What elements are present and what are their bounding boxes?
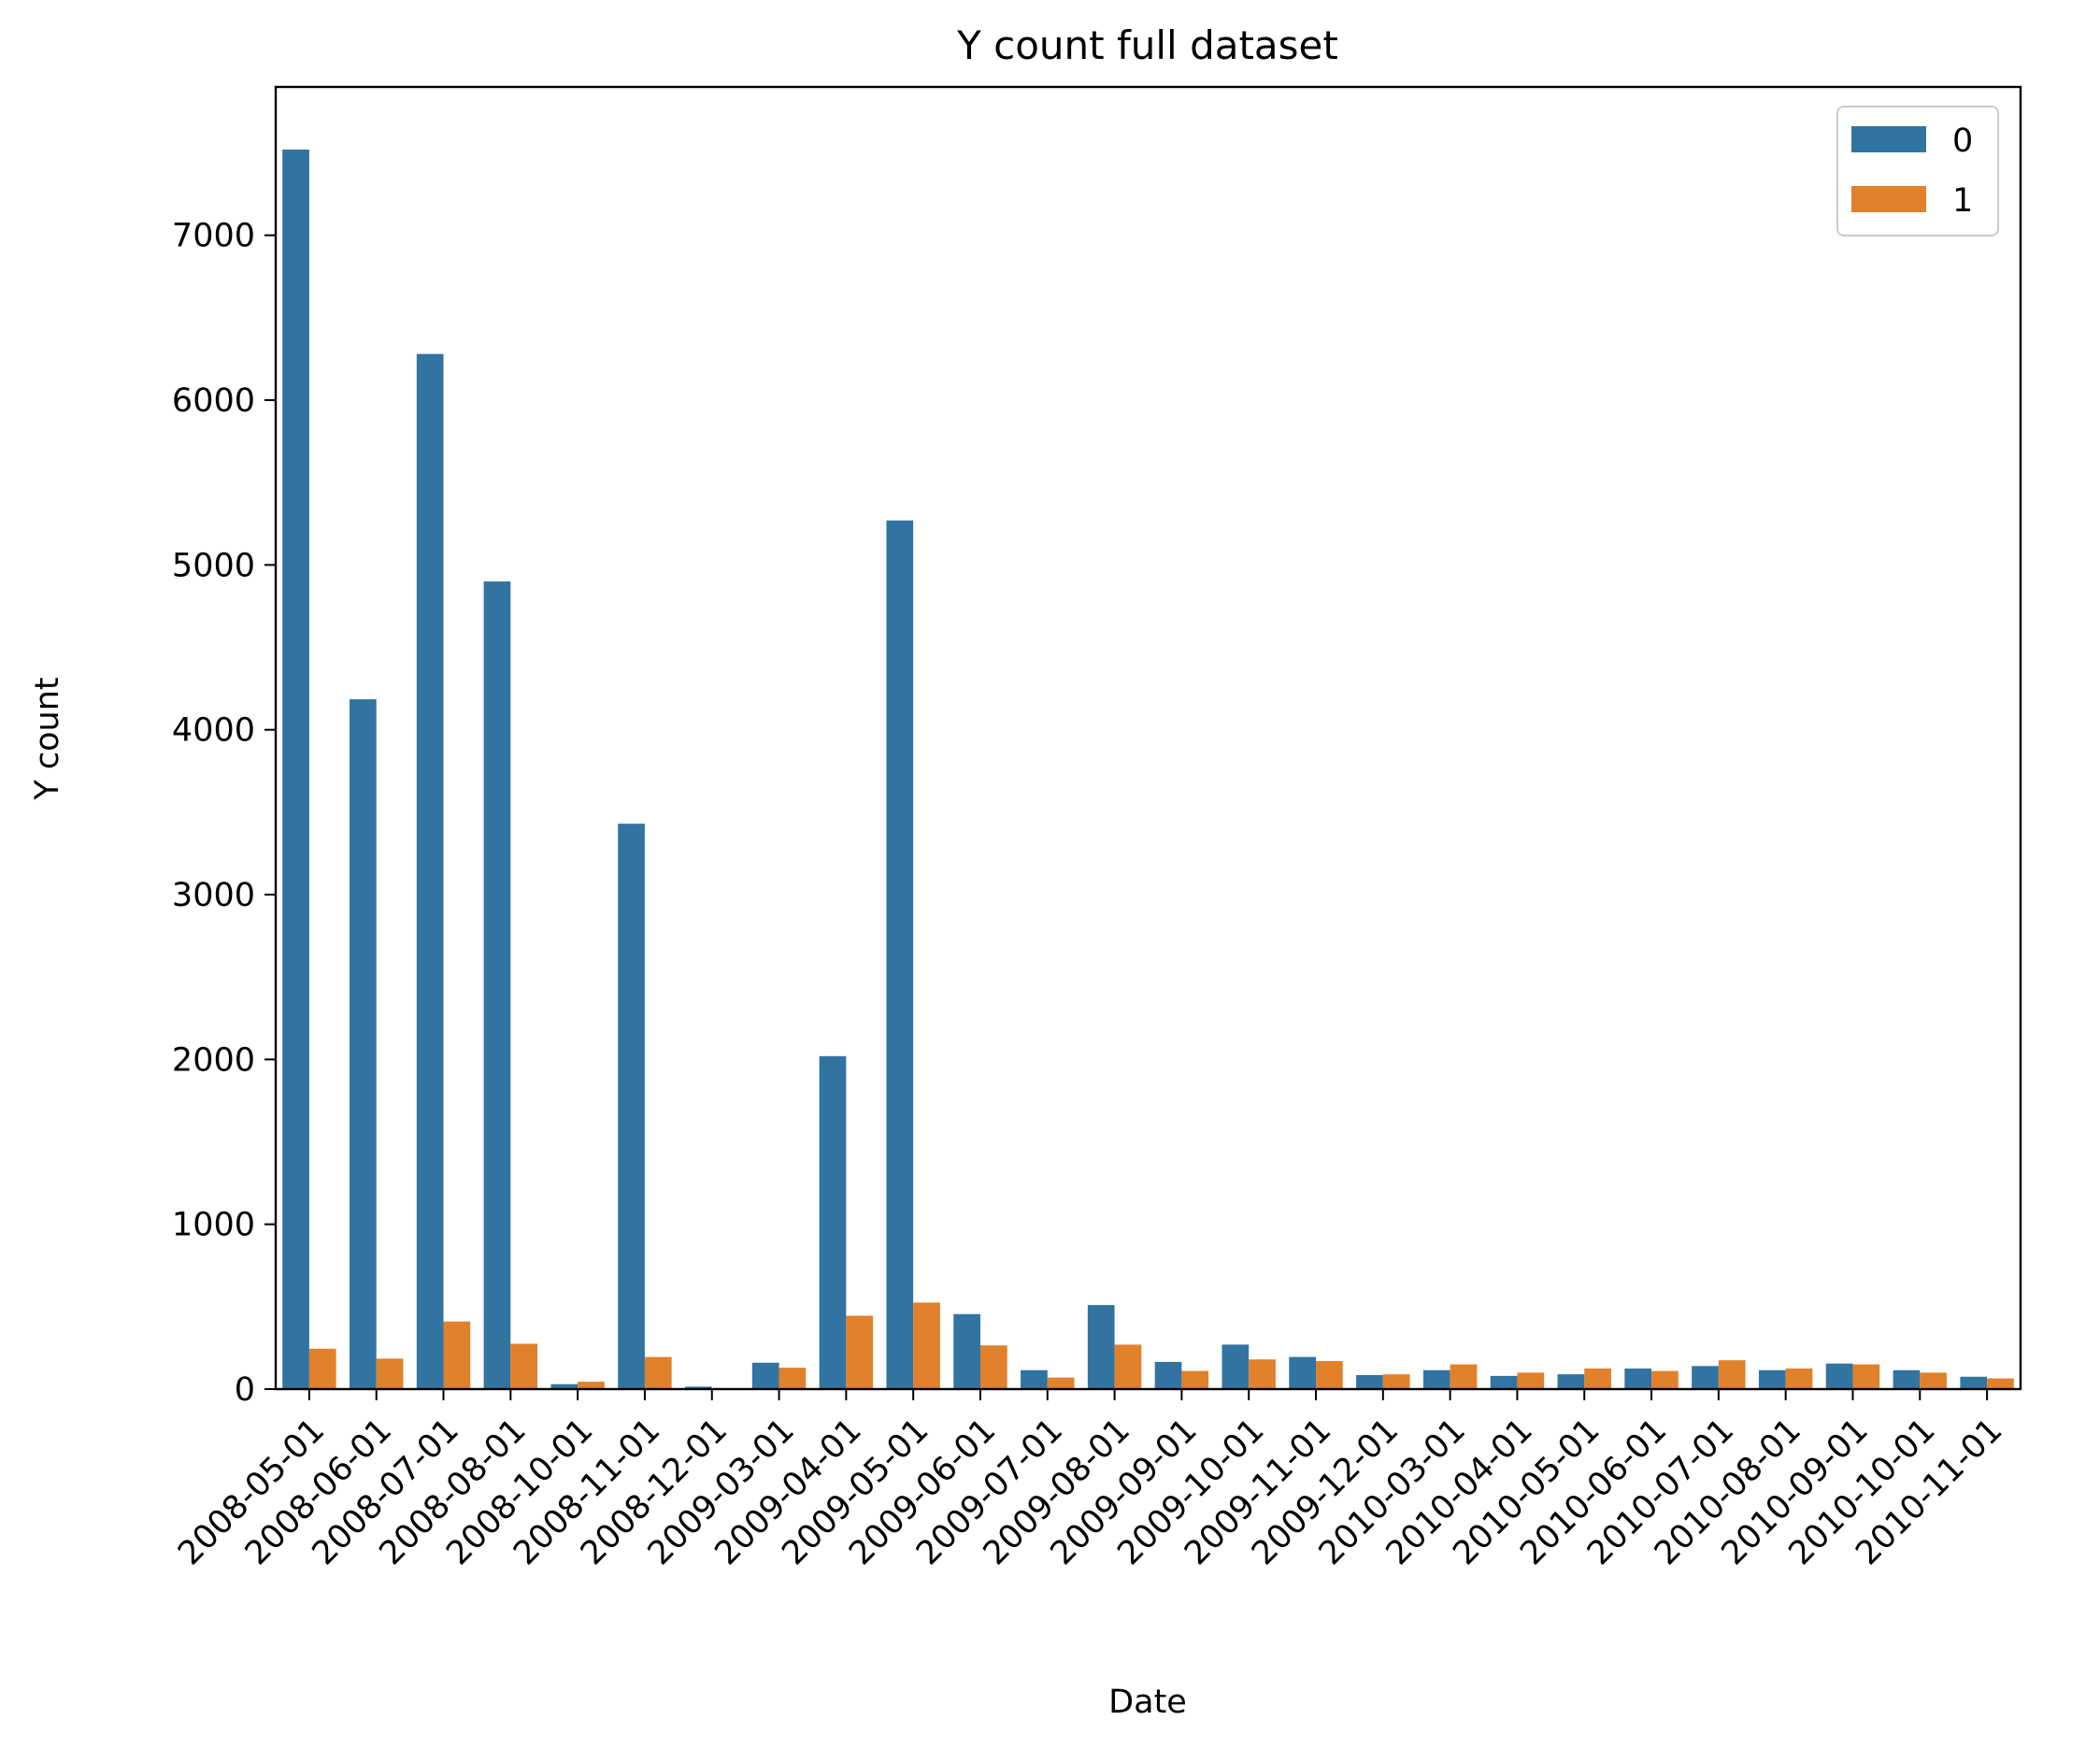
legend-box <box>1836 106 1999 237</box>
bar-series-0-2008-11-01 <box>618 824 645 1389</box>
bar-series-0-2009-08-01 <box>1087 1305 1115 1389</box>
bar-series-1-2009-04-01 <box>846 1315 874 1389</box>
bar-series-1-2008-08-01 <box>510 1343 538 1389</box>
bar-series-0-2009-05-01 <box>886 520 914 1389</box>
y-tick-label: 5000 <box>172 547 255 584</box>
bar-series-1-2010-06-01 <box>1651 1370 1679 1389</box>
bar-series-0-2008-05-01 <box>282 150 309 1389</box>
bar-series-0-2008-06-01 <box>349 699 377 1389</box>
bar-series-0-2009-03-01 <box>751 1362 779 1389</box>
bar-series-1-2009-08-01 <box>1114 1344 1142 1389</box>
bar-series-0-2009-04-01 <box>819 1055 847 1389</box>
chart-title: Y count full dataset <box>956 22 1338 68</box>
bar-series-1-2009-10-01 <box>1249 1359 1276 1389</box>
bar-series-1-2009-05-01 <box>913 1302 940 1389</box>
bar-series-1-2009-03-01 <box>779 1368 807 1389</box>
bar-series-1-2010-09-01 <box>1852 1364 1880 1389</box>
y-axis: 0 1000 2000 3000 4000 5000 6000 7000 <box>172 218 276 1409</box>
bar-series-0-2010-11-01 <box>1960 1376 1988 1389</box>
bar-series-0-2010-09-01 <box>1825 1363 1853 1389</box>
x-axis-title: Date <box>1108 1684 1187 1721</box>
bar-series-0-2010-08-01 <box>1758 1369 1786 1389</box>
bar-series-0-2008-12-01 <box>685 1386 712 1389</box>
bar-series-1-2010-07-01 <box>1718 1360 1746 1389</box>
legend-label-series-0: 0 <box>1952 122 1973 160</box>
legend-swatch-series-0 <box>1851 126 1926 152</box>
bar-series-0-2010-10-01 <box>1893 1369 1921 1389</box>
bar-series-1-2008-06-01 <box>376 1358 404 1389</box>
bar-series-0-2009-10-01 <box>1221 1344 1250 1389</box>
bar-series-1-2010-04-01 <box>1517 1372 1545 1389</box>
bar-series-1-2008-05-01 <box>308 1348 336 1389</box>
bar-series-1-2008-10-01 <box>578 1382 605 1389</box>
legend-label-series-1: 1 <box>1952 182 1973 220</box>
y-tick-label: 0 <box>235 1371 255 1409</box>
bar-series-1-2010-11-01 <box>1987 1378 2014 1389</box>
bar-series-1-2009-09-01 <box>1181 1370 1209 1389</box>
bar-series-0-2010-06-01 <box>1624 1368 1652 1389</box>
bar-series-1-2008-07-01 <box>443 1321 471 1389</box>
y-tick-label: 3000 <box>172 877 255 914</box>
y-tick-label: 1000 <box>172 1207 255 1244</box>
bar-series-1-2009-12-01 <box>1382 1374 1410 1389</box>
bar-series-0-2010-05-01 <box>1557 1374 1585 1389</box>
y-tick-label: 2000 <box>172 1041 255 1079</box>
bar-series-0-2009-11-01 <box>1289 1356 1317 1389</box>
bar-series-1-2009-11-01 <box>1316 1361 1343 1389</box>
bar-series-1-2010-10-01 <box>1920 1372 1948 1389</box>
plot-frame <box>274 85 2022 1391</box>
bar-series-0-2008-08-01 <box>483 581 511 1389</box>
bar-series-1-2009-07-01 <box>1047 1377 1075 1389</box>
bar-series-0-2009-07-01 <box>1021 1369 1048 1389</box>
bar-series-1-2009-06-01 <box>979 1345 1007 1389</box>
legend-swatch-series-1 <box>1851 186 1926 212</box>
y-tick-label: 6000 <box>172 382 255 420</box>
bar-series-1-2010-03-01 <box>1450 1364 1478 1389</box>
bar-series-1-2010-08-01 <box>1785 1368 1813 1389</box>
bar-series-0-2010-03-01 <box>1422 1369 1450 1389</box>
y-axis-title: Y count <box>29 677 66 800</box>
bars-group <box>282 150 2014 1389</box>
bar-series-0-2009-06-01 <box>953 1313 980 1389</box>
bar-series-0-2009-12-01 <box>1356 1375 1383 1389</box>
bar-series-1-2010-05-01 <box>1584 1368 1611 1389</box>
bar-series-0-2008-07-01 <box>416 353 444 1389</box>
y-tick-label: 7000 <box>172 218 255 255</box>
bar-series-0-2009-09-01 <box>1154 1361 1182 1389</box>
bar-series-0-2010-07-01 <box>1692 1366 1719 1389</box>
y-tick-label: 4000 <box>172 712 255 750</box>
bar-series-1-2008-11-01 <box>644 1356 672 1389</box>
legend: 0 1 <box>1836 106 1999 237</box>
bar-series-0-2008-10-01 <box>550 1383 579 1389</box>
bar-series-0-2010-04-01 <box>1490 1375 1518 1389</box>
